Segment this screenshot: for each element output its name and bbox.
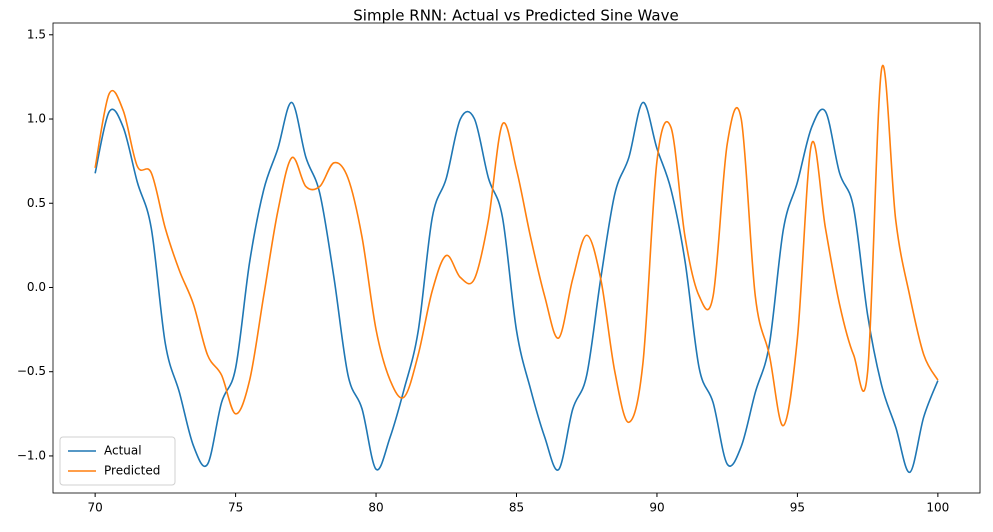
y-tick-label: 0.0 xyxy=(27,280,46,294)
x-tick-label: 90 xyxy=(649,501,664,515)
y-tick-label: −0.5 xyxy=(17,364,46,378)
y-tick-label: −1.0 xyxy=(17,448,46,462)
legend-box xyxy=(59,436,176,486)
legend-label: Actual xyxy=(104,444,142,458)
series-line xyxy=(94,101,939,474)
chart-title: Simple RNN: Actual vs Predicted Sine Wav… xyxy=(353,7,678,25)
x-tick-label: 80 xyxy=(368,501,383,515)
legend-label: Predicted xyxy=(104,464,160,478)
plot-frame xyxy=(52,22,981,494)
x-tick-label: 95 xyxy=(790,501,805,515)
x-tick-label: 70 xyxy=(87,501,102,515)
x-tick-label: 75 xyxy=(228,501,243,515)
y-tick-label: 1.0 xyxy=(27,112,46,126)
series-line xyxy=(94,64,939,427)
y-tick-label: 1.5 xyxy=(27,27,46,41)
y-tick-label: 0.5 xyxy=(27,196,46,210)
x-tick-label: 100 xyxy=(926,501,949,515)
x-tick-label: 85 xyxy=(509,501,524,515)
